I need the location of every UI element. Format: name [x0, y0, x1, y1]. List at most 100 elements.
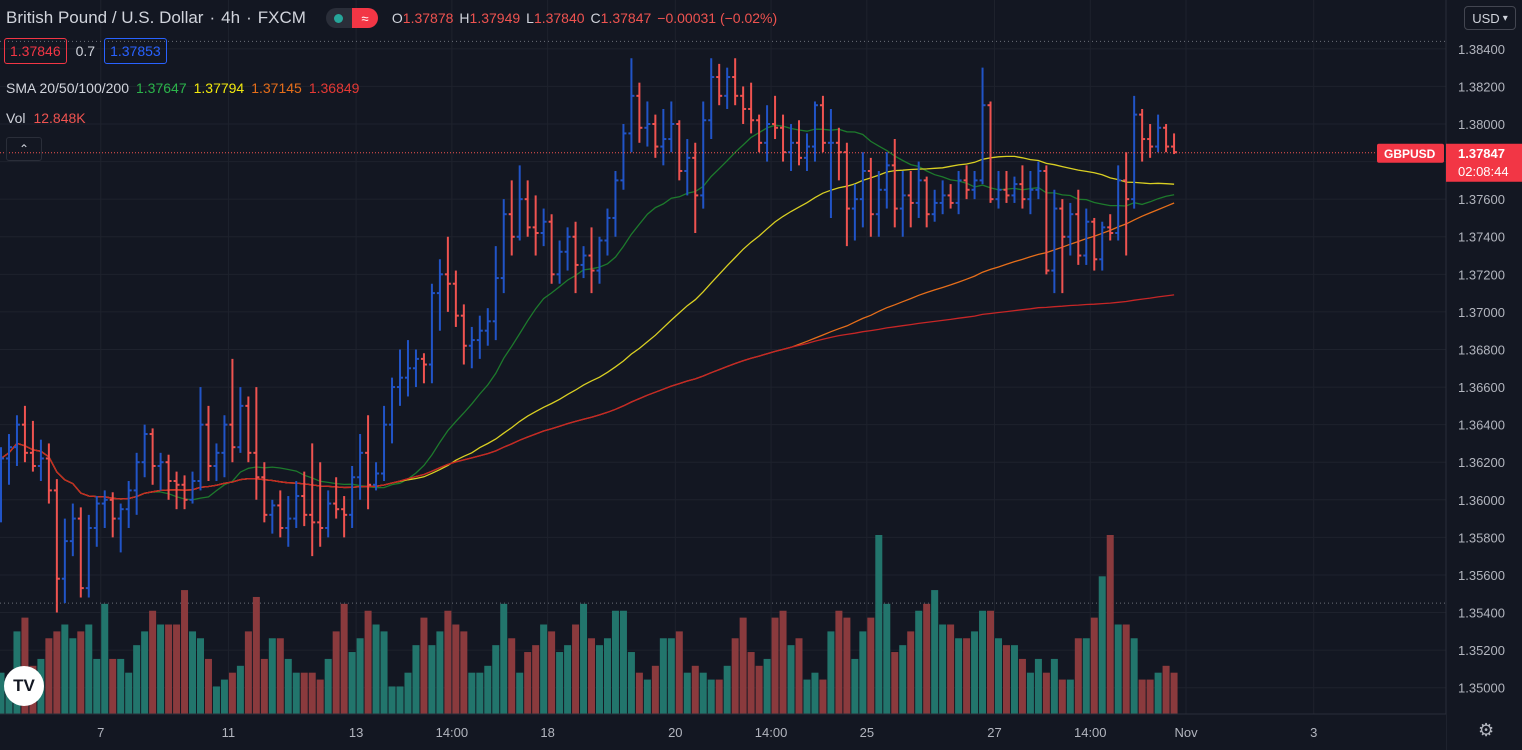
sell-button[interactable]: 1.37846	[4, 38, 67, 64]
volume-bar	[77, 631, 85, 714]
volume-bar	[500, 603, 508, 714]
ohlc-bar	[955, 170, 962, 215]
volume-bar	[0, 672, 5, 714]
volume-bar	[795, 638, 803, 714]
ohlc-bar	[61, 518, 68, 604]
volume-bar	[1138, 679, 1146, 714]
volume-bar	[667, 638, 675, 714]
ohlc-bar	[1027, 170, 1034, 215]
ohlc-bar	[835, 127, 842, 181]
volume-bar	[1170, 672, 1178, 714]
ohlc-bar	[971, 170, 978, 200]
volume-bar	[803, 679, 811, 714]
separator: ·	[209, 8, 216, 27]
ohlc-bar	[149, 428, 156, 485]
ohlc-bar	[843, 142, 850, 247]
ohlc-bar	[851, 184, 858, 241]
time-tick-label: 20	[668, 725, 682, 740]
volume-bar	[923, 603, 931, 714]
volume-bar	[133, 645, 141, 714]
interval[interactable]: 4h	[221, 8, 241, 27]
ohlc-bar	[165, 454, 172, 500]
symbol-title[interactable]: British Pound / U.S. Dollar	[6, 8, 204, 27]
ohlc-bar	[253, 387, 260, 500]
ohlc-bar	[508, 180, 515, 256]
ohlc-bar	[157, 452, 164, 491]
ohlc-bar	[389, 377, 396, 444]
volume-bar	[835, 610, 843, 714]
volume-bar	[276, 638, 284, 714]
ohlc-bar	[1019, 165, 1026, 209]
volume-bar	[101, 603, 109, 714]
market-status[interactable]: ≈	[325, 8, 378, 28]
volume-bar	[619, 610, 627, 714]
volume-bar	[396, 686, 404, 714]
ohlc-bar	[21, 405, 28, 463]
volume-bar	[372, 624, 380, 714]
volume-bar	[189, 631, 197, 714]
sma200-value: 1.36849	[308, 80, 360, 96]
high-label: H	[459, 10, 470, 26]
ohlc-bar	[1163, 124, 1170, 153]
collapse-legend-button[interactable]: ⌃	[6, 137, 42, 161]
volume-bar	[947, 624, 955, 714]
volume-legend[interactable]: Vol 12.848K	[6, 110, 86, 126]
ohlc-bar	[125, 481, 132, 528]
ohlc-bar	[1075, 189, 1082, 265]
price-tick-label: 1.35600	[1458, 568, 1505, 583]
volume-bar	[939, 624, 947, 714]
volume-bar	[284, 658, 292, 714]
ohlc-bar	[867, 157, 874, 237]
sma100-value: 1.37145	[251, 80, 302, 96]
ohlc-bar	[117, 503, 124, 553]
volume-bar	[643, 679, 651, 714]
ohlc-bar	[660, 108, 667, 166]
ohlc-bar	[644, 101, 651, 147]
ohlc-bar	[245, 396, 252, 463]
sma-legend[interactable]: SMA 20/50/100/200 1.37647 1.37794 1.3714…	[6, 80, 359, 96]
volume-bar	[987, 610, 995, 714]
sma50-value: 1.37794	[193, 80, 245, 96]
gear-icon[interactable]: ⚙	[1478, 720, 1495, 740]
ohlc-bar	[1107, 214, 1114, 241]
ohlc-bar	[700, 101, 707, 209]
volume-bar	[165, 624, 173, 714]
ohlc-bar	[189, 471, 196, 504]
ohlc-bar	[476, 315, 483, 359]
ohlc-bar	[484, 308, 491, 346]
ohlc-bar	[915, 161, 922, 218]
ohlc-bar	[293, 481, 300, 528]
buy-button[interactable]: 1.37853	[104, 38, 167, 64]
ohlc-bar	[628, 58, 635, 153]
ohlc-bar	[309, 443, 316, 557]
ohlc-bar	[875, 170, 882, 237]
vol-label: Vol	[6, 110, 26, 126]
ohlc-bar	[1011, 176, 1018, 203]
ohlc-bar	[540, 208, 547, 247]
ohlc-bar	[748, 82, 755, 134]
tradingview-logo[interactable]: TV	[4, 666, 44, 706]
currency-select[interactable]: USD ▾	[1464, 6, 1516, 30]
ohlc-bar	[923, 176, 930, 228]
last-price-badge	[1446, 143, 1522, 182]
ohlc-bar	[859, 152, 866, 228]
ohlc-bar	[891, 139, 898, 228]
ohlc-bar	[883, 152, 890, 209]
volume-bar	[1162, 665, 1170, 714]
price-tick-label: 1.37600	[1458, 192, 1505, 207]
data-source: FXCM	[257, 8, 306, 27]
time-tick-label: 7	[97, 725, 104, 740]
ohlc-bar	[684, 139, 691, 196]
volume-bar	[915, 610, 923, 714]
ohlc-bar	[444, 236, 451, 312]
ohlc-bar	[899, 170, 906, 237]
volume-bar	[444, 610, 452, 714]
separator: ·	[246, 8, 252, 27]
chevron-down-icon: ▾	[1502, 12, 1508, 24]
price-tick-label: 1.36200	[1458, 455, 1505, 470]
ohlc-bar	[788, 124, 795, 171]
time-tick-label: 18	[540, 725, 554, 740]
ohlc-bar	[716, 63, 723, 106]
ohlc-bar	[907, 170, 914, 228]
